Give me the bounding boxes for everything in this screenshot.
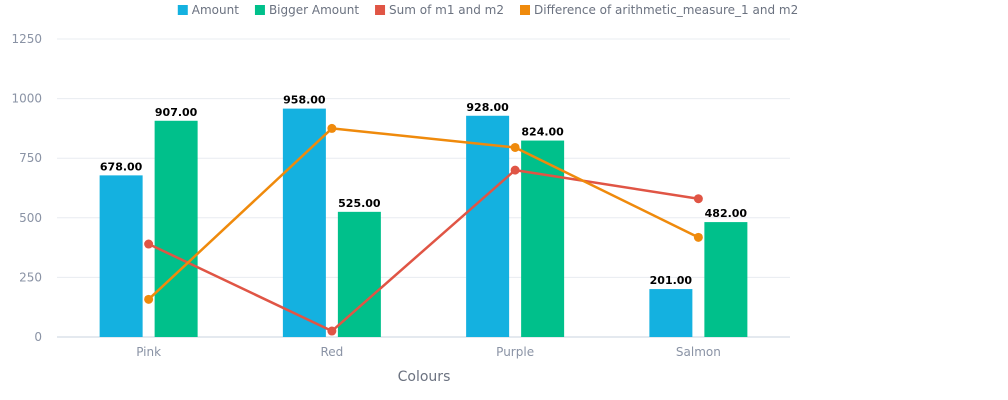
line-point[interactable] <box>510 142 520 152</box>
line-point[interactable] <box>327 326 337 336</box>
legend-label: Amount <box>192 3 239 17</box>
legend-item[interactable]: Bigger Amount <box>254 3 359 17</box>
data-label: 824.00 <box>521 126 564 139</box>
line-sum <box>148 168 699 333</box>
legend-label: Difference of arithmetic_measure_1 and m… <box>534 3 798 17</box>
line-point[interactable] <box>144 294 154 304</box>
x-tick-label: Salmon <box>676 345 721 359</box>
data-label: 907.00 <box>155 106 198 119</box>
legend-item[interactable]: Amount <box>177 3 239 17</box>
data-labels: 678.00 958.00 928.00 201.00 907.00 525.00 824.… <box>100 94 748 287</box>
line-point[interactable] <box>327 123 337 133</box>
x-axis-label: Colours <box>398 369 451 385</box>
y-tick-label: 1250 <box>11 32 42 46</box>
bar-amount[interactable] <box>649 289 693 337</box>
y-axis-ticks: 0 250 500 750 1000 1250 <box>11 32 42 344</box>
bar-bigger-amount[interactable] <box>337 211 381 337</box>
line-point[interactable] <box>693 194 703 204</box>
legend-swatch <box>520 5 531 15</box>
bars <box>99 108 748 338</box>
bar-bigger-amount[interactable] <box>704 222 748 337</box>
data-label: 201.00 <box>650 274 693 287</box>
line-point[interactable] <box>510 165 520 175</box>
bar-amount[interactable] <box>99 175 143 337</box>
data-label: 482.00 <box>705 207 748 220</box>
y-tick-label: 0 <box>34 330 42 344</box>
legend-swatch <box>375 5 386 15</box>
legend: Amount Bigger Amount Sum of m1 and m2 Diffe… <box>177 3 798 17</box>
data-label: 928.00 <box>466 101 509 114</box>
x-tick-label: Purple <box>496 345 534 359</box>
bar-bigger-amount[interactable] <box>521 140 565 337</box>
bar-bigger-amount[interactable] <box>154 120 198 337</box>
legend-swatch <box>254 5 265 15</box>
legend-label: Sum of m1 and m2 <box>389 3 504 17</box>
y-tick-label: 500 <box>19 211 42 225</box>
legend-label: Bigger Amount <box>269 3 359 17</box>
data-label: 958.00 <box>283 94 326 107</box>
y-tick-label: 750 <box>19 151 42 165</box>
bar-amount[interactable] <box>282 108 326 338</box>
line-difference <box>147 127 699 301</box>
line-point[interactable] <box>693 232 703 242</box>
y-tick-label: 1000 <box>11 92 42 106</box>
legend-item[interactable]: Sum of m1 and m2 <box>375 3 504 17</box>
data-label: 678.00 <box>100 160 143 173</box>
bar-amount[interactable] <box>466 115 510 337</box>
lines <box>144 123 703 336</box>
y-tick-label: 250 <box>19 270 42 284</box>
x-axis-ticks: Pink Red Purple Salmon <box>136 345 721 359</box>
legend-swatch <box>177 5 188 15</box>
x-tick-label: Red <box>320 345 343 359</box>
data-label: 525.00 <box>338 197 381 210</box>
legend-item[interactable]: Difference of arithmetic_measure_1 and m… <box>520 3 798 17</box>
x-tick-label: Pink <box>136 345 161 359</box>
line-point[interactable] <box>144 239 154 249</box>
